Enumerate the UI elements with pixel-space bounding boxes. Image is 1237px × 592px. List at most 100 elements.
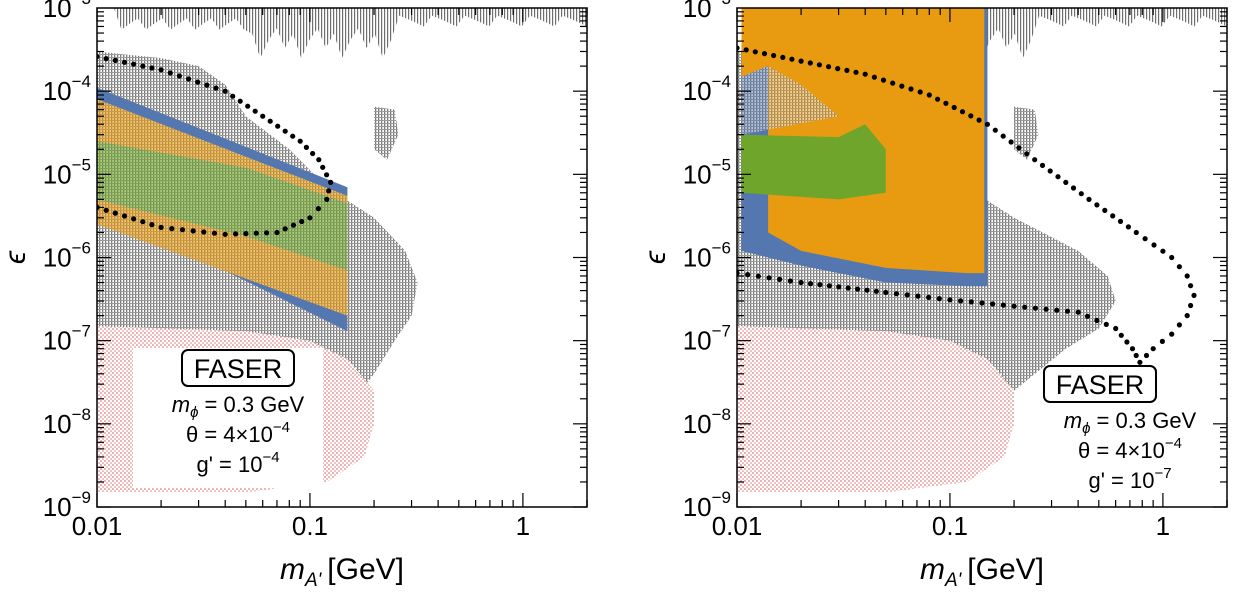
right-reach-curve-point: [1118, 332, 1124, 338]
left-reach-curve-point: [167, 70, 173, 76]
left-y-tick-label: 10−3: [43, 0, 91, 23]
left-reach-curve-point: [245, 103, 251, 109]
left-x-tick-label: 0.01: [72, 511, 123, 541]
right-reach-curve-point: [1078, 191, 1084, 197]
left-reach-curve-point: [315, 206, 321, 212]
left-reach-curve-point: [252, 108, 258, 114]
left-reach-curve-point: [274, 229, 280, 236]
right-reach-curve-point: [1169, 331, 1175, 337]
right-reach-curve-point: [789, 56, 795, 62]
right-reach-curve-point: [926, 294, 932, 300]
right-reach-curve-point: [761, 51, 768, 57]
right-reach-curve-point: [958, 298, 964, 304]
right-faser-label-box: [1043, 365, 1157, 403]
right-reach-curve-point: [780, 54, 786, 61]
right-reach-curve-point: [1000, 302, 1007, 308]
left-gprime-label: g' = 10−4: [196, 449, 279, 477]
right-reach-curve-point: [883, 289, 889, 295]
left-faser-label-box: [181, 349, 295, 387]
right-reach-curve-point: [908, 86, 914, 92]
right-reach-curve-point: [926, 92, 932, 98]
left-reach-curve-point: [176, 73, 182, 79]
right-reach-curve-point: [1047, 168, 1053, 174]
left-reach-curve-point: [307, 215, 313, 221]
left-reach-curve-point: [253, 230, 259, 236]
left-reach-curve-point: [290, 222, 297, 228]
left-overlap-hatch: [97, 99, 348, 316]
left-mphi-label: mϕ = 0.3 GeV: [172, 392, 305, 421]
right-reach-curve-point: [844, 67, 850, 73]
right-reach-curve-point: [826, 283, 833, 289]
right-reach-curve-point: [1024, 151, 1030, 157]
left-excluded-island: [374, 106, 399, 160]
right-reach-curve-point: [968, 299, 974, 305]
left-reach-curve-point: [275, 123, 281, 129]
left-x-tick-label: 1: [516, 511, 530, 541]
right-reach-curve-point: [1143, 352, 1150, 359]
left-reach-curve-point: [103, 207, 109, 213]
left-reach-curve-point: [121, 213, 128, 219]
right-reach-curve-point: [1133, 352, 1139, 359]
right-reach-curve-point: [1008, 139, 1014, 145]
right-reach-curve-point: [1070, 185, 1077, 191]
right-reach-curve-point: [777, 276, 783, 282]
right-reach-curve-point: [1094, 202, 1100, 208]
right-reach-curve-point: [915, 293, 921, 299]
left-reach-curve-point: [186, 76, 192, 82]
right-reach-curve-point: [1054, 307, 1060, 313]
left-reach-curve-point: [201, 229, 207, 235]
left-reach-curve-point: [320, 164, 326, 170]
right-reach-curve-point: [935, 96, 941, 102]
right-reach-curve-point: [1063, 179, 1069, 185]
right-reach-curve-point: [766, 275, 772, 281]
left-reach-curve-point: [237, 98, 243, 104]
right-reach-curve-point: [752, 49, 758, 55]
right-overlap-hatch: [741, 66, 839, 135]
right-reach-curve-point: [1160, 248, 1166, 254]
left-reach-curve-point: [282, 226, 288, 232]
left-reach-curve-point: [158, 67, 164, 73]
right-reach-curve-point: [1188, 302, 1194, 309]
left-reach-curve: [97, 54, 334, 237]
right-y-axis-title: ϵ: [639, 250, 672, 264]
right-reach-curve-point: [1133, 229, 1139, 236]
left-reach-curve-point: [169, 226, 175, 232]
left-reach-curve-point: [260, 113, 266, 119]
left-y-tick-label: 10−5: [43, 155, 91, 189]
left-annotation: FASER mϕ = 0.3 GeV θ = 4×10−4 g' = 10−4: [133, 348, 323, 488]
right-reach-curve-point: [1113, 325, 1119, 332]
left-reach-curve-point: [213, 85, 219, 91]
right-reach-curve-point: [1142, 236, 1148, 242]
right-reach-curve-point: [1055, 174, 1061, 180]
left-reach-curve-point: [222, 88, 228, 94]
right-reach-curve-point: [1169, 254, 1175, 261]
right-reach-curve-point: [1043, 306, 1049, 312]
right-reach-curve-point: [1103, 321, 1109, 327]
right-reach-curve-point: [864, 287, 870, 293]
right-y-tick-label: 10−5: [683, 155, 731, 189]
right-reach-curve-point: [1129, 346, 1136, 352]
left-reach-curve-point: [140, 219, 146, 225]
right-reach-curve-point: [755, 273, 762, 279]
left-reach-curve-point: [190, 228, 196, 234]
right-reach-curve-point: [1125, 224, 1131, 230]
left-reach-curve-point: [264, 230, 270, 236]
left-x-axis-title: mA' [GeV]: [280, 553, 404, 591]
right-reach-curve-point: [1084, 313, 1091, 319]
right-reach-curve-point: [951, 104, 957, 111]
left-reach-curve-point: [211, 230, 218, 236]
left-y-tick-label: 10−7: [43, 322, 91, 356]
right-y-tick-label: 10−6: [683, 239, 731, 273]
left-y-axis-title: ϵ: [0, 250, 32, 264]
left-y-axis: 10−9 10−8 10−7 10−6 10−5 10−4 10−3: [43, 0, 587, 522]
right-reach-curve-point: [871, 74, 878, 80]
right-reach-curve-point: [745, 272, 751, 278]
right-mphi-label: mϕ = 0.3 GeV: [1064, 408, 1197, 437]
right-gprime-label: g' = 10−7: [1088, 465, 1171, 493]
right-reach-curve-point: [1032, 305, 1038, 311]
right-reach-curve-point: [816, 62, 823, 68]
right-y-tick-label: 10−7: [683, 322, 731, 356]
right-reach-curve-point: [1011, 303, 1017, 309]
right-reach-curve-point: [1191, 292, 1197, 298]
right-reach-curve-point: [807, 60, 813, 66]
